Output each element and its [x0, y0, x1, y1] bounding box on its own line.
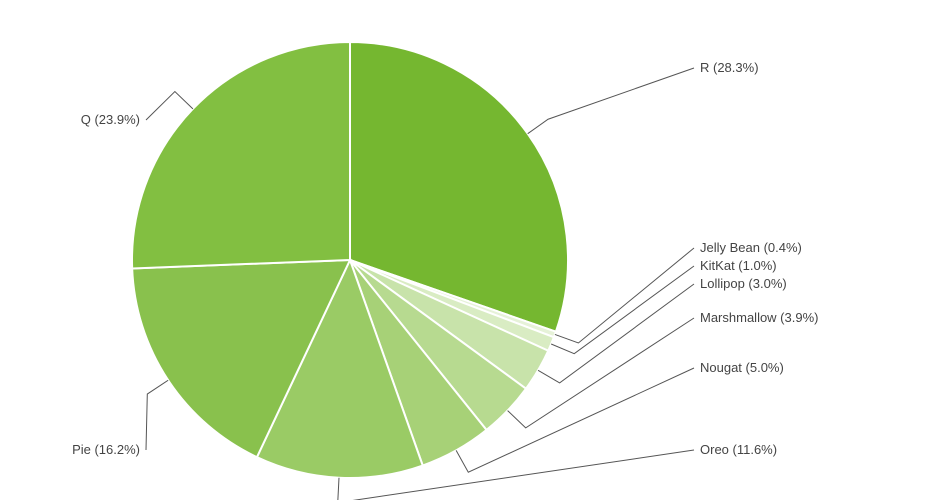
leader-line: [146, 380, 168, 450]
slice-label-q: Q (23.9%): [81, 112, 140, 127]
slice-label-oreo: Oreo (11.6%): [700, 442, 777, 457]
leader-line: [555, 248, 694, 343]
slice-label-r: R (28.3%): [700, 60, 759, 75]
pie-slice-q: [132, 42, 350, 268]
slice-label-jelly-bean: Jelly Bean (0.4%): [700, 240, 802, 255]
slice-label-marshmallow: Marshmallow (3.9%): [700, 310, 818, 325]
slice-label-nougat: Nougat (5.0%): [700, 360, 784, 375]
pie-chart-container: R (28.3%) Jelly Bean (0.4%) KitKat (1.0%) L…: [0, 0, 933, 500]
slice-label-pie: Pie (16.2%): [72, 442, 140, 457]
slice-label-kitkat: KitKat (1.0%): [700, 258, 777, 273]
leader-line: [528, 68, 694, 134]
slice-label-lollipop: Lollipop (3.0%): [700, 276, 787, 291]
